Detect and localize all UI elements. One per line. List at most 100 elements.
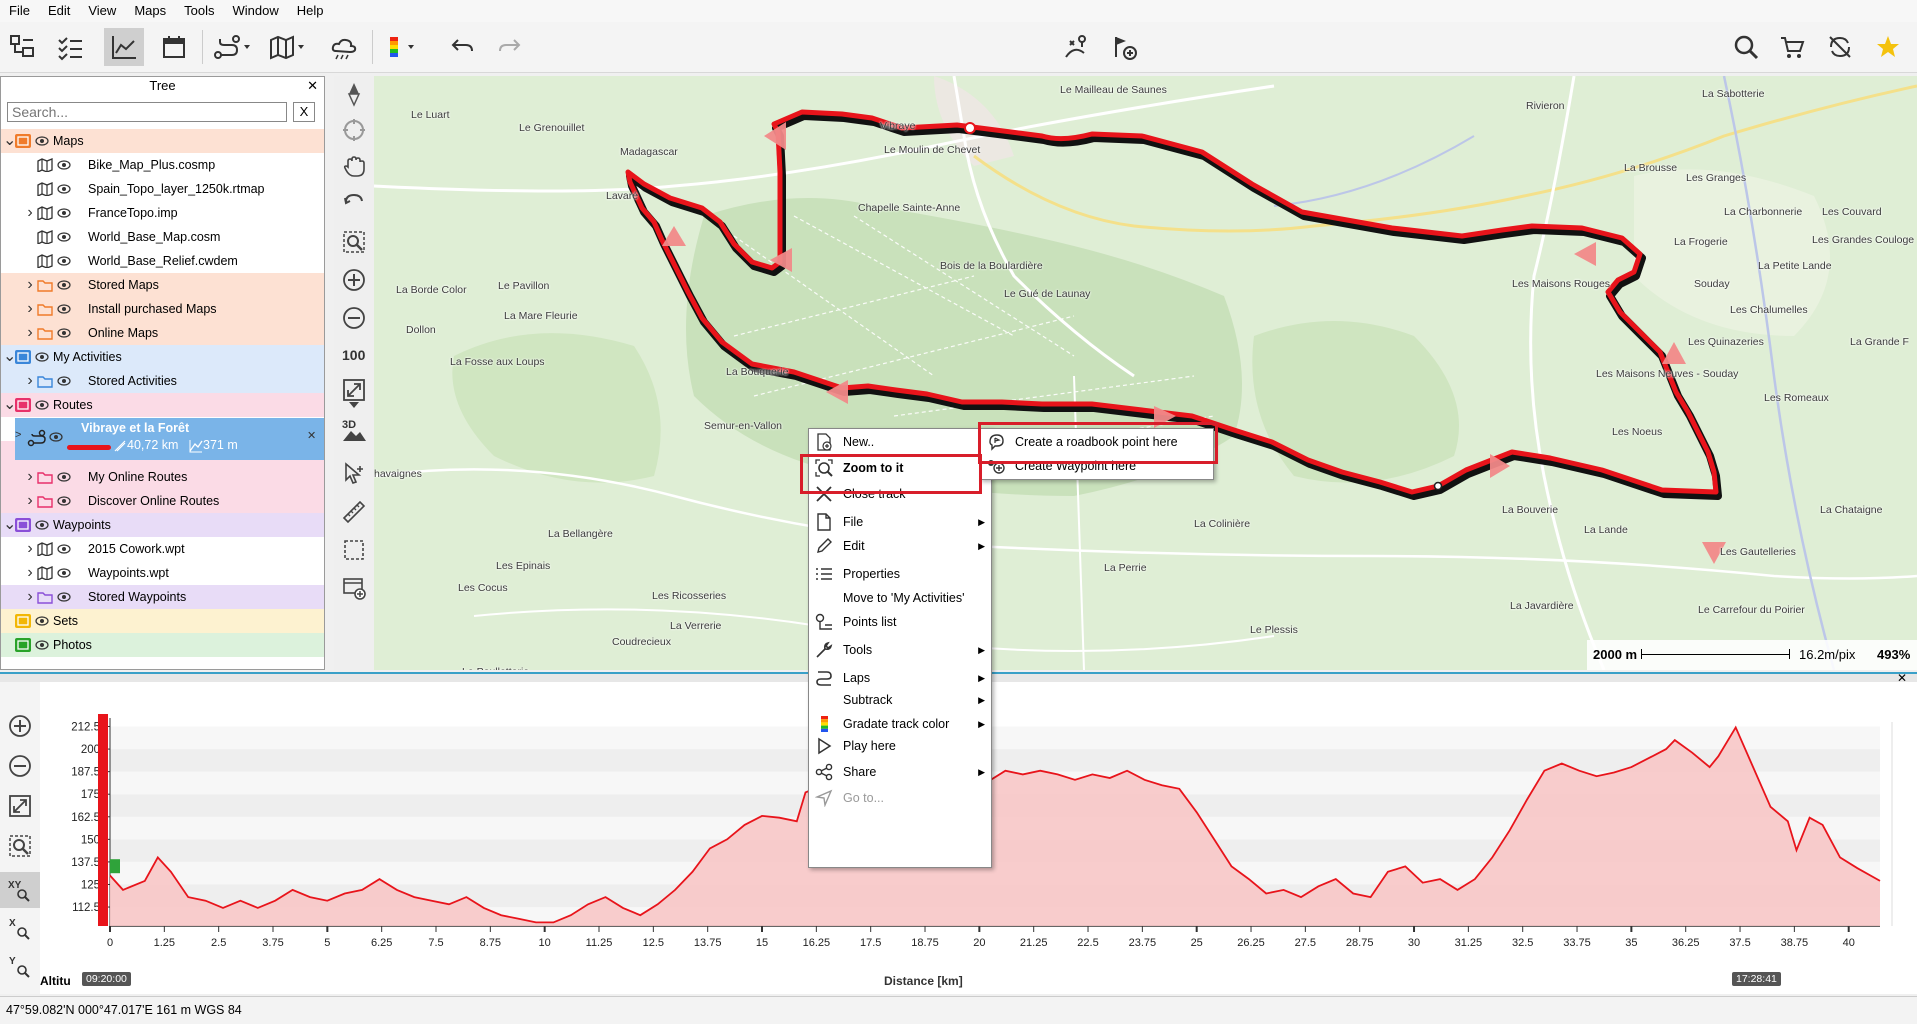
eye-icon[interactable] — [57, 375, 71, 387]
eye-icon[interactable] — [35, 519, 49, 531]
eye-icon[interactable] — [57, 279, 71, 291]
eye-icon[interactable] — [35, 639, 49, 651]
menu-item-laps[interactable]: Laps ▶ — [809, 665, 991, 691]
menu-item-subtrack[interactable]: Subtrack ▶ — [809, 687, 991, 713]
menu-item-properties[interactable]: Properties — [809, 561, 991, 587]
store-button[interactable] — [1772, 28, 1812, 66]
menu-file[interactable]: File — [9, 3, 30, 18]
chart-fit-button[interactable] — [6, 792, 34, 820]
tree-search-input[interactable] — [7, 102, 287, 122]
eye-icon[interactable] — [57, 567, 71, 579]
sync-button[interactable] — [1820, 28, 1860, 66]
eye-icon[interactable] — [49, 431, 63, 443]
color-scale-button[interactable] — [382, 28, 422, 66]
tree-row[interactable]: ⌄ Waypoints — [1, 513, 324, 537]
map-view[interactable]: Le Luart Le Grenouillet Madagascar Vibraye L… — [374, 76, 1917, 670]
chart-xy-zoom-button[interactable]: XY — [0, 872, 40, 908]
tree-row[interactable]: › Waypoints.wpt — [1, 561, 324, 585]
chart-close-button[interactable]: ✕ — [1896, 671, 1907, 685]
eye-icon[interactable] — [57, 591, 71, 603]
menu-item-play-here[interactable]: Play here — [809, 733, 991, 759]
menu-item-close-track[interactable]: Close track — [809, 481, 991, 507]
add-route-button[interactable] — [1104, 28, 1144, 66]
rotate-button[interactable] — [340, 188, 368, 216]
eye-icon[interactable] — [57, 255, 71, 267]
redo-button[interactable] — [490, 28, 530, 66]
menu-help[interactable]: Help — [296, 3, 324, 18]
chart-view-button[interactable] — [104, 28, 144, 66]
tree-row[interactable]: › Online Maps — [1, 321, 324, 345]
tree-row[interactable]: ⌄ My Activities — [1, 345, 324, 369]
eye-icon[interactable] — [35, 135, 49, 147]
tree-close-button[interactable]: ✕ — [307, 78, 318, 93]
select-button[interactable] — [340, 460, 368, 488]
menu-item-tools[interactable]: Tools ▶ — [809, 637, 991, 663]
tree-row[interactable]: › Stored Activities — [1, 369, 324, 393]
tree-view-button[interactable] — [2, 28, 42, 66]
menu-view[interactable]: View — [88, 3, 117, 18]
tree-row[interactable]: Spain_Topo_layer_1250k.rtmap — [1, 177, 324, 201]
calendar-button[interactable] — [154, 28, 194, 66]
eye-icon[interactable] — [57, 231, 71, 243]
route-close-button[interactable]: ✕ — [307, 430, 317, 442]
tree-splitter[interactable] — [325, 76, 334, 670]
tree-row[interactable]: World_Base_Relief.cwdem — [1, 249, 324, 273]
menu-item-points-list[interactable]: Points list — [809, 609, 991, 635]
chevron-right-icon[interactable]: › — [27, 564, 33, 581]
list-view-button[interactable] — [50, 28, 90, 66]
chevron-right-icon[interactable]: › — [27, 468, 33, 485]
tree-search-clear-button[interactable]: X — [293, 102, 315, 122]
undo-button[interactable] — [442, 28, 482, 66]
chevron-down-icon[interactable]: ⌄ — [3, 516, 17, 533]
tree-row[interactable]: Photos — [1, 633, 324, 657]
eye-icon[interactable] — [57, 159, 71, 171]
pan-button[interactable] — [340, 152, 368, 180]
measure-button[interactable] — [340, 498, 368, 526]
chevron-right-icon[interactable]: › — [27, 276, 33, 293]
more-tools-arrow[interactable] — [340, 398, 368, 412]
tree-row[interactable]: › My Online Routes — [1, 465, 324, 489]
chevron-right-icon[interactable]: › — [27, 588, 33, 605]
search-button[interactable] — [1726, 28, 1766, 66]
menu-maps[interactable]: Maps — [134, 3, 167, 18]
favorite-button[interactable] — [1868, 28, 1908, 66]
overlay-button[interactable] — [340, 574, 368, 602]
weather-button[interactable] — [324, 28, 364, 66]
menu-window[interactable]: Window — [232, 3, 279, 18]
selection-rect-button[interactable] — [340, 536, 368, 564]
tree-row[interactable]: World_Base_Map.cosm — [1, 225, 324, 249]
menu-item-new[interactable]: New..▶ — [809, 429, 991, 455]
eye-icon[interactable] — [57, 327, 71, 339]
menu-item-edit[interactable]: Edit ▶ — [809, 533, 991, 559]
chevron-right-icon[interactable]: › — [27, 372, 33, 389]
eye-icon[interactable] — [57, 543, 71, 555]
tree-row[interactable]: ⌄ Routes — [1, 393, 324, 417]
eye-icon[interactable] — [57, 183, 71, 195]
routes-button[interactable] — [212, 28, 252, 66]
eye-icon[interactable] — [57, 471, 71, 483]
chevron-right-icon[interactable]: › — [27, 492, 33, 509]
3d-button[interactable]: 3D — [340, 416, 368, 444]
gps-button[interactable] — [340, 116, 368, 144]
route-planner-button[interactable] — [1056, 28, 1096, 66]
tree-row[interactable]: Sets — [1, 609, 324, 633]
chart-zoom-area-button[interactable] — [6, 832, 34, 860]
eye-icon[interactable] — [35, 351, 49, 363]
tree-row[interactable]: › 2015 Cowork.wpt — [1, 537, 324, 561]
chart-zoom-out-button[interactable] — [6, 752, 34, 780]
compass-button[interactable] — [340, 80, 368, 108]
zoom-in-button[interactable] — [340, 266, 368, 294]
chart-x-zoom-button[interactable]: X — [6, 914, 34, 942]
menu-tools[interactable]: Tools — [184, 3, 215, 18]
eye-icon[interactable] — [35, 399, 49, 411]
fit-button[interactable] — [340, 376, 368, 404]
eye-icon[interactable] — [57, 303, 71, 315]
maps-button[interactable] — [268, 28, 308, 66]
eye-icon[interactable] — [35, 615, 49, 627]
chart-y-zoom-button[interactable]: Y — [6, 952, 34, 980]
create-roadbook-point-item[interactable]: Create a roadbook point here — [981, 429, 1213, 455]
chevron-right-icon[interactable]: › — [27, 540, 33, 557]
chevron-down-icon[interactable]: ⌄ — [3, 396, 17, 413]
tree-row[interactable]: ⌄ Maps — [1, 129, 324, 153]
chevron-right-icon[interactable]: › — [27, 300, 33, 317]
